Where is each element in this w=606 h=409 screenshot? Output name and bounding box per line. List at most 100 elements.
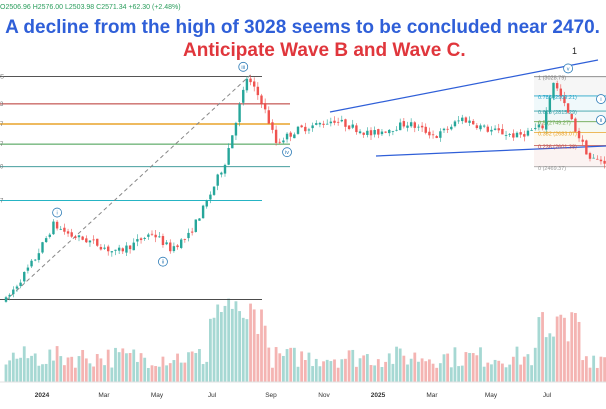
chart-subtitle: Anticipate Wave B and Wave C. [183, 40, 466, 61]
volume-bar [438, 363, 442, 382]
candle-body [457, 120, 460, 122]
volume-bar [442, 354, 446, 382]
candle-body [70, 232, 73, 237]
volume-bar [125, 353, 128, 382]
volume-bar [274, 347, 278, 382]
volume-bar [395, 346, 398, 382]
volume-bar [603, 357, 606, 382]
volume-bar [391, 363, 395, 382]
wave-marker [282, 147, 292, 158]
wave-marker [238, 61, 249, 72]
candle-body [150, 233, 154, 235]
volume-bar [486, 362, 490, 382]
volume-bar [490, 364, 493, 382]
candle-body [81, 236, 84, 240]
volume-bar [475, 355, 479, 382]
candle-body [380, 131, 384, 135]
volume-bar [519, 364, 523, 382]
candle-body [136, 239, 139, 242]
volume-bar [544, 337, 548, 382]
volume-bar [493, 359, 497, 382]
candle-body [278, 141, 281, 143]
volume-bar [479, 347, 482, 382]
candle-body [570, 113, 573, 120]
volume-bar [99, 358, 103, 382]
candle-body [548, 97, 552, 113]
volume-bar [205, 361, 209, 382]
candle-body [212, 186, 216, 195]
time-tick-label: Mar [98, 392, 110, 399]
volume-bar [146, 367, 150, 382]
volume-bar [435, 367, 439, 382]
volume-bar [179, 362, 183, 382]
fib-zone [534, 132, 606, 146]
candle-body [205, 200, 208, 207]
volume-bar [230, 308, 234, 382]
candle-body [304, 126, 307, 132]
fib-label: 0.5 (2749.27) [538, 121, 571, 127]
candle-body [358, 131, 362, 134]
candle-body [190, 231, 194, 233]
candle-body [194, 219, 197, 232]
fibonacci-retracement [534, 76, 606, 168]
volume-bar [595, 367, 599, 382]
volume-bar [88, 363, 92, 382]
candle-body [271, 122, 274, 130]
chart-title: e A decline from the high of 3028 seems … [0, 17, 600, 38]
volume-bar [303, 360, 307, 382]
wave-marker [52, 207, 62, 218]
volume-bar [570, 312, 574, 382]
candle-body [59, 228, 62, 230]
candle-body [497, 128, 500, 131]
candle-body [249, 78, 252, 83]
candle-body [526, 130, 530, 136]
volume-bar [44, 363, 48, 382]
candle-body [88, 240, 92, 243]
volume-bar [548, 333, 552, 382]
volume-bar [497, 360, 501, 382]
volume-bar [278, 353, 282, 382]
candle-body [15, 286, 19, 289]
wave-marker [158, 256, 168, 267]
volume-bar [511, 356, 515, 382]
volume-bar [128, 352, 132, 382]
axis-fragment: S [0, 74, 4, 80]
volume-bar [114, 347, 117, 382]
volume-bar [457, 366, 460, 382]
volume-bar [380, 367, 384, 382]
candle-body [340, 119, 343, 122]
trendlines [5, 59, 606, 301]
volume-bar [420, 358, 424, 382]
volume-bar [453, 347, 457, 382]
volume-bar [311, 366, 314, 382]
wave-label: iii [241, 65, 245, 71]
volume-bar [22, 346, 26, 382]
volume-bar [234, 301, 238, 382]
candle-body [512, 133, 515, 138]
candle-body [464, 117, 468, 123]
volume-bar [260, 309, 263, 382]
volume-bar [73, 367, 77, 382]
volume-bar [552, 336, 555, 382]
candle-body [267, 110, 270, 124]
volume-bar [201, 364, 205, 382]
candle-body [103, 247, 106, 249]
volume-bar [66, 357, 70, 382]
candle-body [110, 251, 114, 253]
wave-marker [596, 115, 606, 125]
candle-body [227, 148, 230, 165]
candle-body [596, 158, 599, 160]
volume-bar [581, 360, 585, 382]
volume-bar [103, 365, 106, 382]
candle-body [198, 218, 201, 221]
volume-bar [347, 350, 351, 382]
volume-bar [417, 361, 420, 382]
candle-body [223, 164, 227, 174]
candle-body [395, 129, 398, 131]
candle-body [420, 125, 424, 128]
wave-label: ii [600, 118, 602, 124]
volume-bar [508, 364, 512, 382]
candle-body [592, 157, 595, 159]
volume-bar [285, 349, 289, 382]
